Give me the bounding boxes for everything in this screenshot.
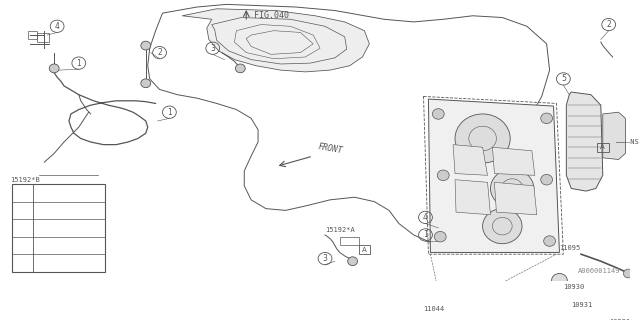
Text: 5: 5 (561, 74, 566, 84)
Circle shape (437, 170, 449, 180)
Circle shape (141, 41, 150, 50)
Text: 2: 2 (20, 206, 25, 215)
Text: 2: 2 (157, 48, 162, 57)
Text: 3: 3 (211, 44, 215, 53)
Text: 15192*A: 15192*A (325, 227, 355, 233)
Polygon shape (603, 112, 625, 160)
Circle shape (236, 64, 245, 73)
Text: 4: 4 (54, 22, 60, 31)
Text: 4: 4 (423, 213, 428, 222)
Circle shape (552, 274, 567, 287)
Text: 1: 1 (167, 108, 172, 117)
Text: A: A (362, 247, 367, 253)
Text: A: A (600, 144, 605, 150)
Text: 5: 5 (20, 259, 25, 268)
Text: 11095: 11095 (559, 245, 580, 251)
Text: 2: 2 (606, 20, 611, 29)
Text: 4: 4 (20, 241, 25, 250)
Circle shape (141, 79, 150, 88)
Circle shape (541, 113, 552, 124)
Text: J10650: J10650 (38, 259, 66, 268)
Text: FRONT: FRONT (317, 142, 343, 156)
Circle shape (433, 109, 444, 119)
Polygon shape (182, 9, 369, 72)
Text: 3: 3 (20, 223, 25, 232)
Text: 10931: 10931 (572, 302, 593, 308)
Text: 15192*B: 15192*B (10, 177, 40, 183)
Text: 0104S*A: 0104S*A (38, 206, 71, 215)
Text: 1: 1 (423, 230, 428, 239)
Polygon shape (428, 99, 559, 252)
Polygon shape (495, 182, 537, 215)
Text: D91204: D91204 (38, 188, 66, 197)
Text: 1: 1 (20, 188, 25, 197)
Polygon shape (453, 145, 488, 175)
Text: 3: 3 (323, 254, 328, 263)
Circle shape (483, 209, 522, 244)
Circle shape (543, 236, 556, 246)
Text: 14445: 14445 (38, 223, 61, 232)
Text: 10930: 10930 (563, 284, 584, 290)
Circle shape (435, 231, 446, 242)
Polygon shape (566, 92, 603, 191)
Text: 15194: 15194 (38, 241, 61, 250)
Text: 11044: 11044 (424, 306, 445, 312)
Circle shape (455, 114, 510, 163)
Circle shape (490, 169, 534, 208)
Circle shape (541, 174, 552, 185)
Text: FIG.040: FIG.040 (254, 11, 289, 20)
Text: —NS: —NS (627, 139, 639, 145)
Text: A006001149: A006001149 (578, 268, 621, 274)
Circle shape (348, 257, 358, 266)
Text: 1: 1 (76, 59, 81, 68)
Polygon shape (455, 180, 490, 215)
Circle shape (623, 269, 634, 278)
Text: 10921: 10921 (609, 319, 630, 320)
Polygon shape (492, 147, 535, 175)
Circle shape (49, 64, 59, 73)
FancyBboxPatch shape (12, 184, 106, 272)
